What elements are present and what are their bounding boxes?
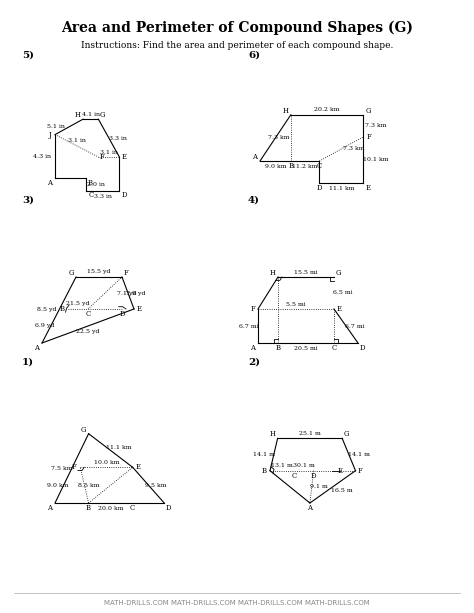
- Text: 3.3 in: 3.3 in: [94, 194, 111, 199]
- Text: J: J: [48, 131, 52, 139]
- Text: 3): 3): [22, 196, 34, 205]
- Text: 4.1 in: 4.1 in: [82, 112, 100, 116]
- Text: G: G: [335, 269, 341, 277]
- Text: E: E: [135, 463, 140, 471]
- Text: 22.5 yd: 22.5 yd: [76, 330, 100, 335]
- Text: 7.9 yd: 7.9 yd: [126, 291, 146, 295]
- Text: B: B: [288, 162, 293, 170]
- Text: 6): 6): [248, 51, 260, 60]
- Text: 2): 2): [248, 358, 260, 367]
- Text: F: F: [72, 463, 77, 471]
- Text: G: G: [81, 425, 86, 434]
- Text: D: D: [119, 310, 125, 318]
- Text: A: A: [253, 153, 257, 161]
- Text: 7.3 km: 7.3 km: [343, 147, 364, 151]
- Text: 6.9 yd: 6.9 yd: [35, 324, 55, 329]
- Text: 14.1 m: 14.1 m: [253, 452, 275, 457]
- Text: A: A: [250, 344, 255, 352]
- Text: 13.1 m: 13.1 m: [272, 463, 293, 468]
- Text: H: H: [270, 269, 276, 277]
- Text: 5): 5): [22, 51, 34, 60]
- Text: E: E: [337, 305, 341, 313]
- Text: H: H: [283, 107, 289, 115]
- Text: A: A: [308, 504, 312, 512]
- Text: 8.5 km: 8.5 km: [78, 482, 99, 488]
- Text: D: D: [359, 344, 365, 352]
- Text: 4.3 in: 4.3 in: [33, 154, 51, 159]
- Text: 20.2 km: 20.2 km: [314, 107, 340, 112]
- Text: 6.5 mi: 6.5 mi: [333, 291, 353, 295]
- Text: Instructions: Find the area and perimeter of each compound shape.: Instructions: Find the area and perimete…: [81, 40, 393, 50]
- Text: 2.0 in: 2.0 in: [87, 182, 105, 187]
- Text: C: C: [331, 344, 337, 352]
- Text: 3.1 in: 3.1 in: [100, 150, 118, 154]
- Text: C: C: [88, 191, 93, 199]
- Text: F: F: [358, 466, 363, 474]
- Text: D: D: [317, 184, 322, 192]
- Text: G: G: [365, 107, 371, 115]
- Text: G: G: [68, 269, 74, 277]
- Text: H: H: [75, 111, 81, 119]
- Text: D: D: [311, 471, 317, 480]
- Text: 6.7 mi: 6.7 mi: [345, 324, 365, 329]
- Text: 9.0 km: 9.0 km: [264, 164, 286, 169]
- Text: Area and Perimeter of Compound Shapes (G): Area and Perimeter of Compound Shapes (G…: [61, 21, 413, 35]
- Text: 9.0 km: 9.0 km: [47, 482, 68, 488]
- Text: 30.1 m: 30.1 m: [293, 463, 315, 468]
- Text: 20.0 km: 20.0 km: [98, 506, 123, 511]
- Text: 16.5 m: 16.5 m: [331, 489, 353, 493]
- Text: G: G: [344, 430, 349, 438]
- Text: 6.7 mi: 6.7 mi: [239, 324, 259, 329]
- Text: B: B: [60, 305, 64, 313]
- Text: B: B: [262, 466, 266, 474]
- Text: 11.1 km: 11.1 km: [106, 445, 131, 450]
- Text: C: C: [317, 162, 322, 170]
- Text: 11.1 km: 11.1 km: [328, 186, 354, 191]
- Text: C: C: [85, 310, 91, 318]
- Text: D: D: [122, 191, 127, 199]
- Text: 10.0 km: 10.0 km: [94, 460, 119, 465]
- Text: 11.2 km: 11.2 km: [292, 164, 318, 169]
- Text: 3.3 in: 3.3 in: [109, 135, 127, 140]
- Text: D: D: [165, 504, 171, 512]
- Text: 25.1 m: 25.1 m: [299, 431, 321, 436]
- Text: A: A: [47, 504, 53, 512]
- Text: E: E: [366, 184, 371, 192]
- Text: A: A: [47, 179, 53, 187]
- Text: F: F: [100, 153, 105, 161]
- Text: B: B: [86, 504, 91, 512]
- Text: 5.1 in: 5.1 in: [47, 124, 65, 129]
- Text: E: E: [338, 466, 343, 474]
- Text: 9.1 m: 9.1 m: [310, 484, 328, 489]
- Text: E: E: [137, 305, 142, 313]
- Text: C: C: [130, 504, 135, 512]
- Text: F: F: [251, 305, 255, 313]
- Text: 10.1 km: 10.1 km: [363, 158, 388, 162]
- Text: 1): 1): [22, 358, 34, 367]
- Text: 4): 4): [248, 196, 260, 205]
- Text: B: B: [275, 344, 281, 352]
- Text: E: E: [122, 153, 127, 161]
- Text: 7.5 km: 7.5 km: [51, 466, 73, 471]
- Text: 9.5 km: 9.5 km: [145, 482, 166, 488]
- Text: 5.5 mi: 5.5 mi: [286, 302, 306, 306]
- Text: C: C: [292, 471, 297, 480]
- Text: 15.5 mi: 15.5 mi: [294, 270, 318, 275]
- Text: 8.5 yd: 8.5 yd: [37, 308, 57, 313]
- Text: 21.5 yd: 21.5 yd: [66, 302, 90, 306]
- Text: 3.1 in: 3.1 in: [68, 139, 86, 143]
- Text: 7.1 yd: 7.1 yd: [117, 291, 137, 295]
- Text: F: F: [367, 133, 372, 141]
- Text: 20.5 mi: 20.5 mi: [294, 346, 318, 351]
- Text: G: G: [100, 111, 105, 119]
- Text: H: H: [270, 430, 275, 438]
- Text: MATH-DRILLS.COM MATH-DRILLS.COM MATH-DRILLS.COM MATH-DRILLS.COM: MATH-DRILLS.COM MATH-DRILLS.COM MATH-DRI…: [104, 600, 370, 606]
- Text: 7.3 km: 7.3 km: [268, 135, 290, 140]
- Text: 7.3 km: 7.3 km: [365, 123, 386, 128]
- Text: 14.1 m: 14.1 m: [348, 452, 370, 457]
- Text: A: A: [35, 344, 39, 352]
- Text: F: F: [124, 269, 128, 277]
- Text: 15.5 yd: 15.5 yd: [87, 270, 111, 275]
- Text: B: B: [87, 179, 92, 187]
